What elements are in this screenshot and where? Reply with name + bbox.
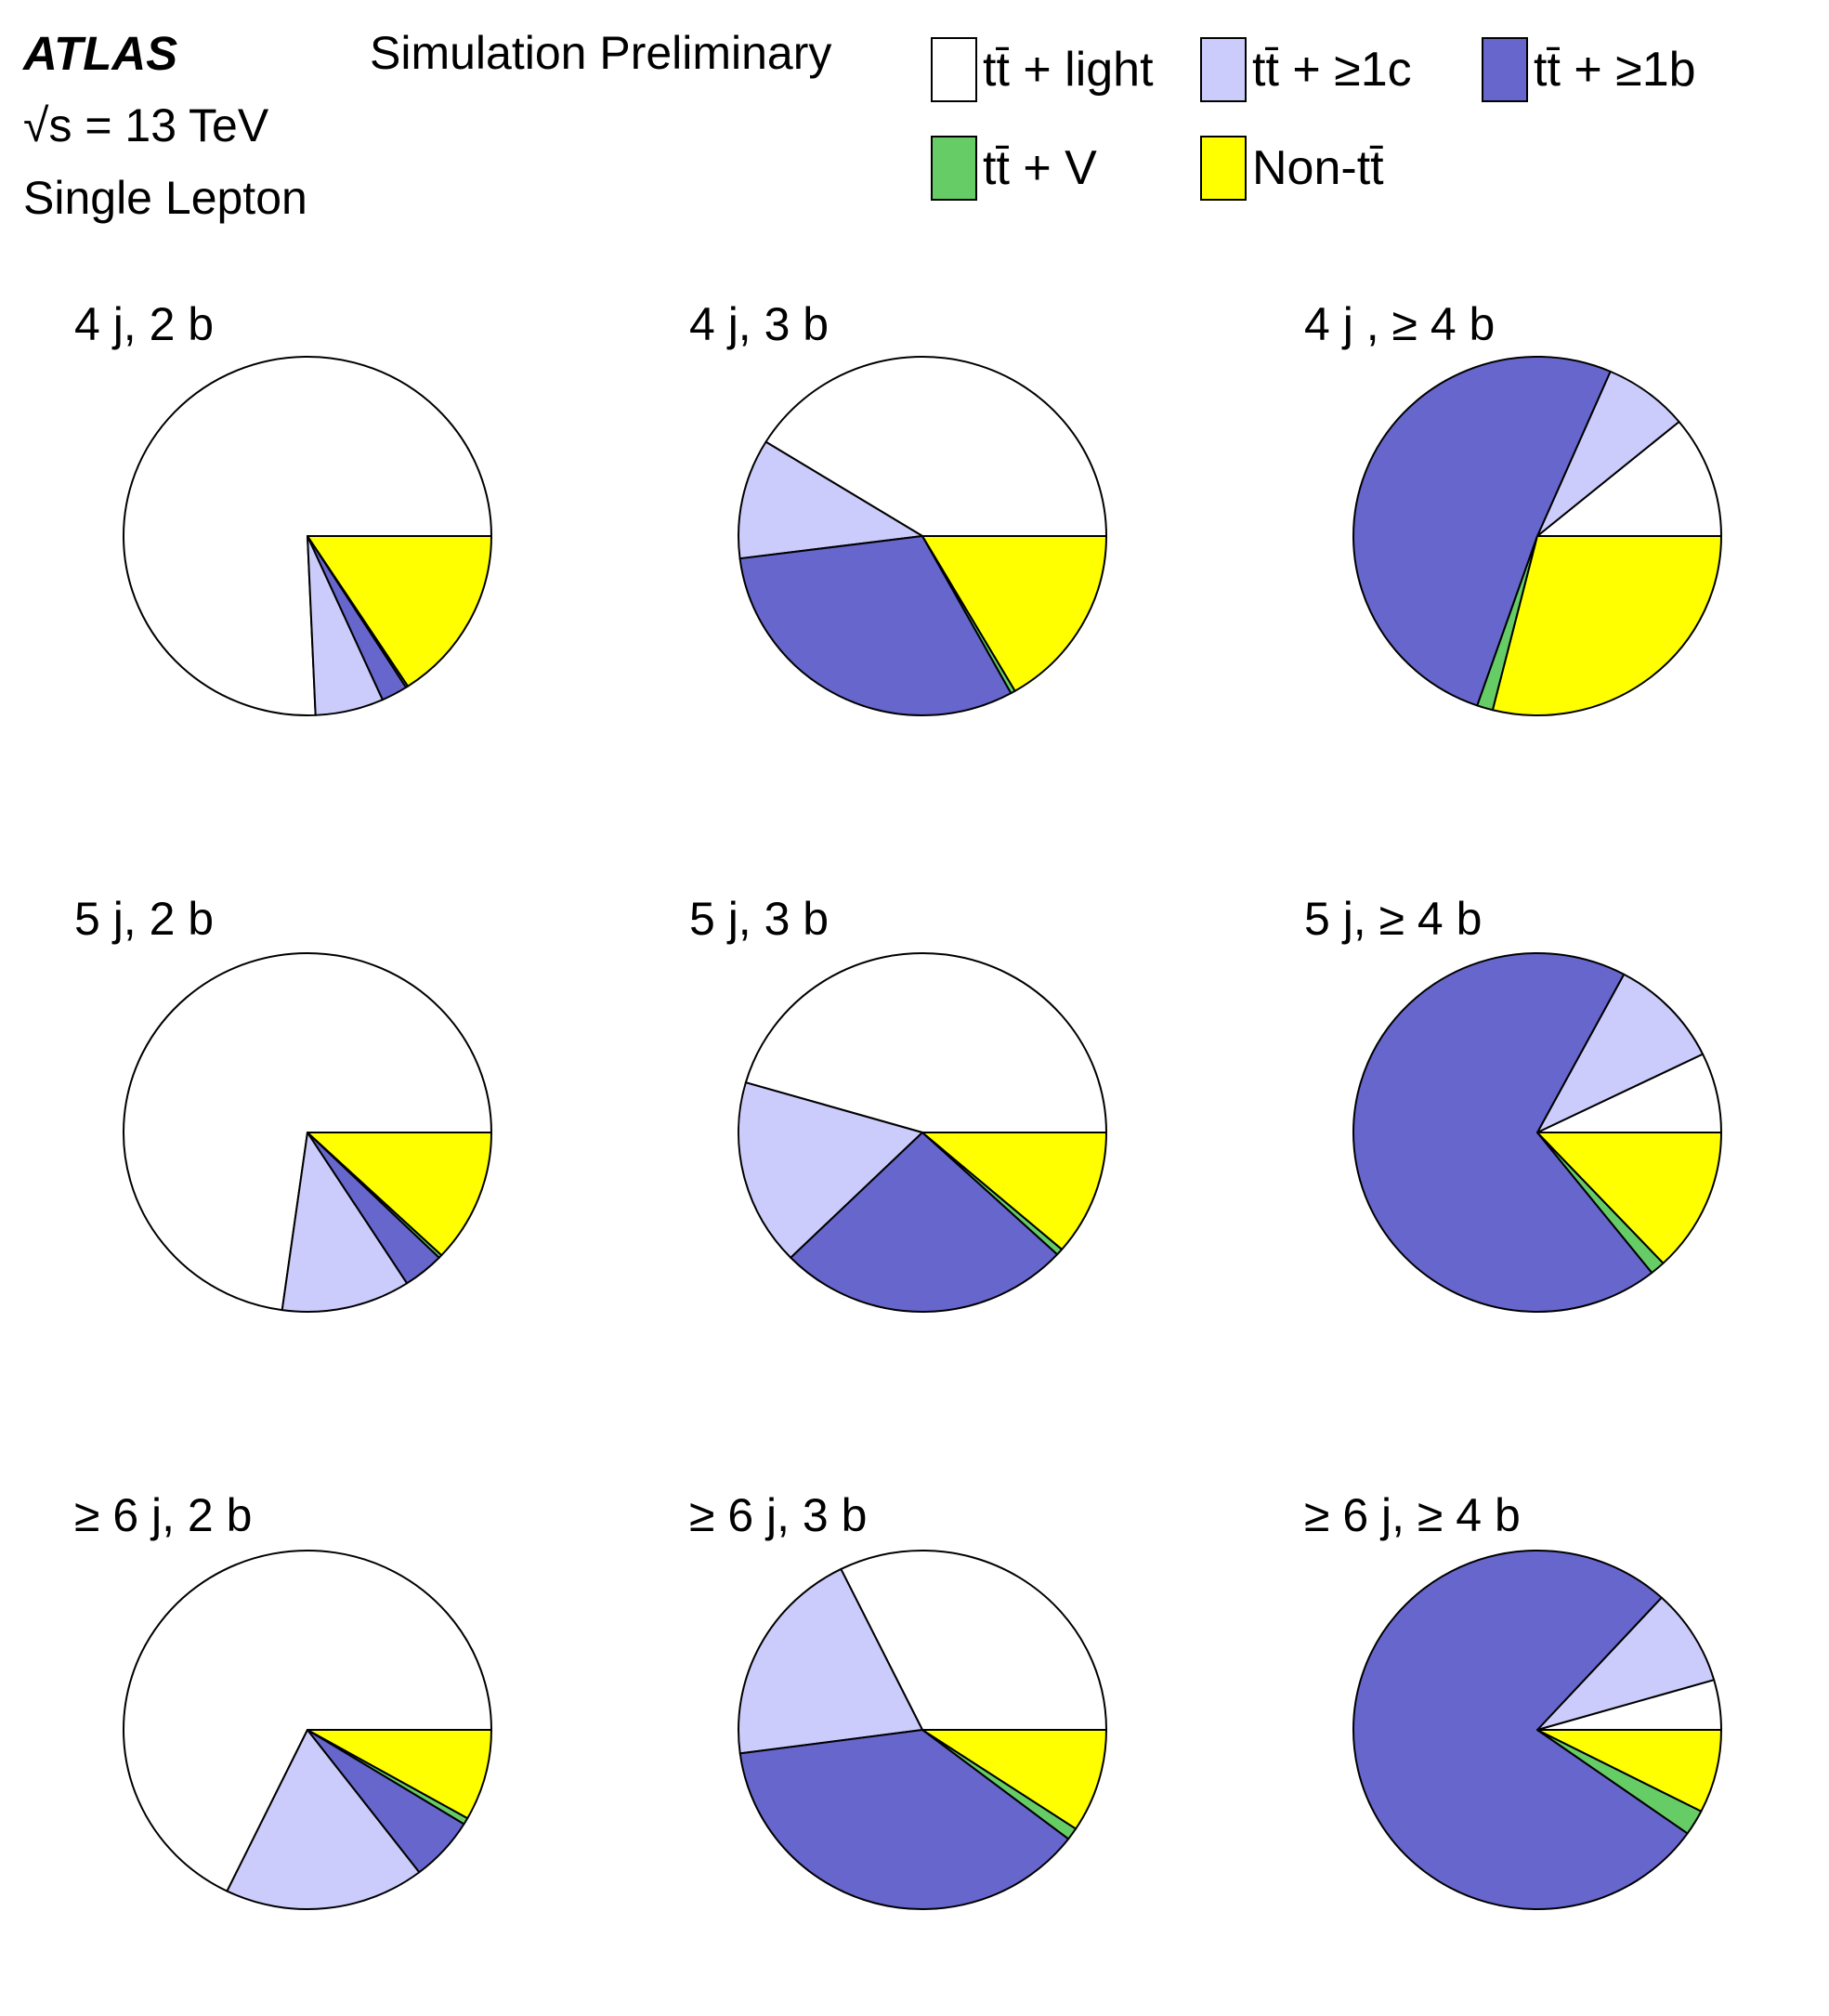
pie-slice-6j3b-light [840,1550,1107,1731]
pie-title-5j4b: 5 j, ≥ 4 b [1304,893,1483,945]
pie-slice-5j4b-b [1352,952,1653,1313]
pie-slice-6j3b-nontt [921,1729,1107,1830]
pie-title-5j2b: 5 j, 2 b [74,893,215,945]
pie-slice-6j4b-c [1536,1596,1716,1731]
pie-slice-4j3b-b [738,535,1012,716]
pie-slice-4j3b-nontt [921,535,1107,692]
pie-slice-4j4b-light [1536,420,1722,537]
pie-chart-5j2b [123,952,492,1313]
legend-item-b: tt̄ + ≥1b [1482,37,1696,102]
pie-slice-6j4b-b [1352,1550,1689,1910]
pie-slice-4j2b-nontt [307,535,492,687]
pie-title-6j3b: ≥ 6 j, 3 b [689,1489,868,1541]
pie-slice-6j2b-nontt [307,1729,492,1820]
legend-swatch-light [931,37,977,102]
pie-title-4j3b: 4 j, 3 b [689,298,830,350]
pie-title-6j2b: ≥ 6 j, 2 b [74,1489,253,1541]
legend-swatch-c [1200,37,1247,102]
pie-slice-4j4b-nontt [1491,535,1722,716]
legend-label-c: tt̄ + ≥1c [1252,43,1412,97]
pie-chart-6j2b [123,1550,492,1910]
legend-swatch-nontt [1200,136,1247,201]
pie-slice-5j3b-b [790,1132,1059,1313]
pie-slice-6j2b-c [226,1729,421,1910]
legend-item-c: tt̄ + ≥1c [1200,37,1412,102]
pie-title-4j4b: 4 j , ≥ 4 b [1304,298,1496,350]
pie-slice-4j3b-light [764,356,1107,537]
pie-chart-4j4b [1352,355,1722,716]
legend-item-nontt: Non-tt̄ [1200,136,1384,201]
pie-slice-4j3b-c [738,440,923,560]
pie-slice-4j4b-b [1352,355,1612,707]
pie-chart-4j2b [123,356,492,716]
pie-slice-5j3b-nontt [921,1132,1107,1250]
legend-item-light: tt̄ + light [931,37,1154,102]
pie-slice-6j4b-nontt [1536,1729,1722,1813]
legend-label-v: tt̄ + V [983,141,1097,195]
pie-chart-5j3b [738,952,1107,1313]
pie-slice-5j4b-c [1536,973,1705,1133]
channel-label: Single Lepton [23,172,307,224]
pie-title-5j3b: 5 j, 3 b [689,893,830,945]
pie-slice-5j4b-nontt [1536,1132,1722,1264]
experiment-label: ATLAS [23,27,178,80]
pie-title-6j4b: ≥ 6 j, ≥ 4 b [1304,1489,1521,1541]
pie-slice-5j3b-c [738,1081,923,1259]
pie-slice-6j3b-b [738,1729,1070,1910]
pie-chart-6j3b [738,1550,1107,1910]
pie-slice-5j3b-light [744,952,1107,1133]
legend-label-nontt: Non-tt̄ [1252,141,1384,195]
pie-slice-6j3b-c [738,1567,923,1755]
pie-slice-5j2b-c [281,1132,409,1313]
pie-slice-6j2b-light [123,1550,492,1892]
pie-slice-5j2b-nontt [307,1132,492,1257]
legend-swatch-v [931,136,977,201]
pie-chart-4j3b [738,356,1107,716]
pie-chart-5j4b [1352,952,1722,1313]
pie-chart-6j4b [1352,1550,1722,1910]
legend-swatch-b [1482,37,1528,102]
energy-label: √s = 13 TeV [23,99,269,151]
legend-item-v: tt̄ + V [931,136,1097,201]
pie-title-4j2b: 4 j, 2 b [74,298,215,350]
legend-label-b: tt̄ + ≥1b [1534,43,1696,97]
simulation-label: Simulation Preliminary [370,27,832,79]
legend-label-light: tt̄ + light [983,43,1154,97]
